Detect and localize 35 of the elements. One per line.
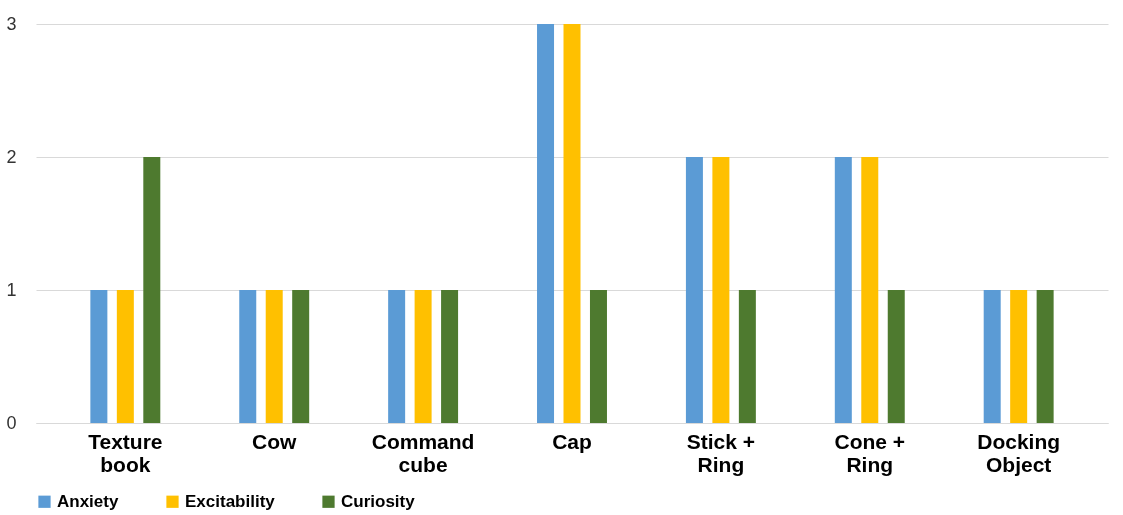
- bar: [116, 290, 134, 423]
- bar: [239, 290, 257, 423]
- bar: [563, 24, 581, 423]
- bar: [143, 157, 161, 423]
- x-tick-label: Docking Object: [977, 429, 1061, 476]
- bar: [388, 290, 406, 423]
- bar: [265, 290, 283, 423]
- y-tick-label: 3: [6, 13, 17, 34]
- bar: [441, 290, 459, 423]
- bar: [983, 290, 1001, 423]
- bar: [589, 290, 607, 423]
- bar: [712, 157, 730, 423]
- x-tick-label: Texture book: [88, 429, 163, 476]
- bar: [537, 24, 555, 423]
- bar: [1036, 290, 1054, 423]
- bar: [1010, 290, 1028, 423]
- legend-label: Anxiety: [57, 491, 119, 511]
- bar: [414, 290, 432, 423]
- bar: [738, 290, 756, 423]
- x-tick-label: Command cube: [371, 429, 475, 476]
- x-tick-label: Stick + Ring: [686, 429, 756, 476]
- bar: [887, 290, 905, 423]
- bar: [292, 290, 310, 423]
- bar: [861, 157, 879, 423]
- y-tick-label: 0: [6, 412, 17, 433]
- y-tick-label: 2: [6, 146, 17, 167]
- bar: [685, 157, 703, 423]
- bar: [834, 157, 852, 423]
- y-tick-label: 1: [6, 279, 17, 300]
- x-tick-label: Cone + Ring: [834, 429, 906, 476]
- bar: [90, 290, 108, 423]
- x-tick-label: Cow: [252, 429, 298, 453]
- x-tick-label: Cap: [552, 429, 592, 453]
- legend-label: Excitability: [185, 491, 276, 511]
- legend-label: Curiosity: [341, 491, 416, 511]
